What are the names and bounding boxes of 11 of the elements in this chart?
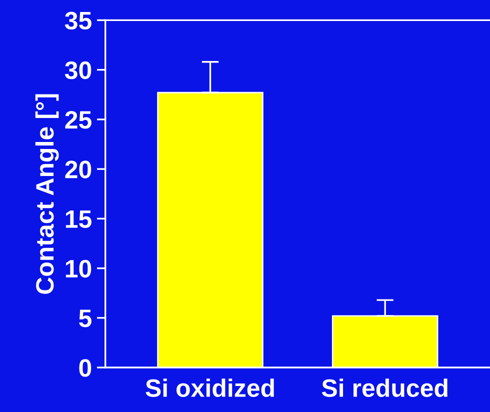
y-tick-label: 5 — [79, 310, 92, 328]
y-tick-label: 10 — [66, 260, 92, 278]
y-tick-label: 30 — [64, 61, 92, 80]
y-tick-label: 0 — [79, 359, 92, 377]
y-axis-title: Contact Angle [°] — [35, 94, 59, 294]
x-tick-label: Si oxidized — [146, 378, 274, 397]
y-tick-label: 25 — [65, 111, 92, 129]
y-tick-label: 20 — [65, 160, 92, 178]
y-tick-label: 35 — [64, 12, 92, 30]
y-tick-label: 15 — [66, 210, 92, 228]
x-tick-label: Si reduced — [322, 378, 448, 397]
